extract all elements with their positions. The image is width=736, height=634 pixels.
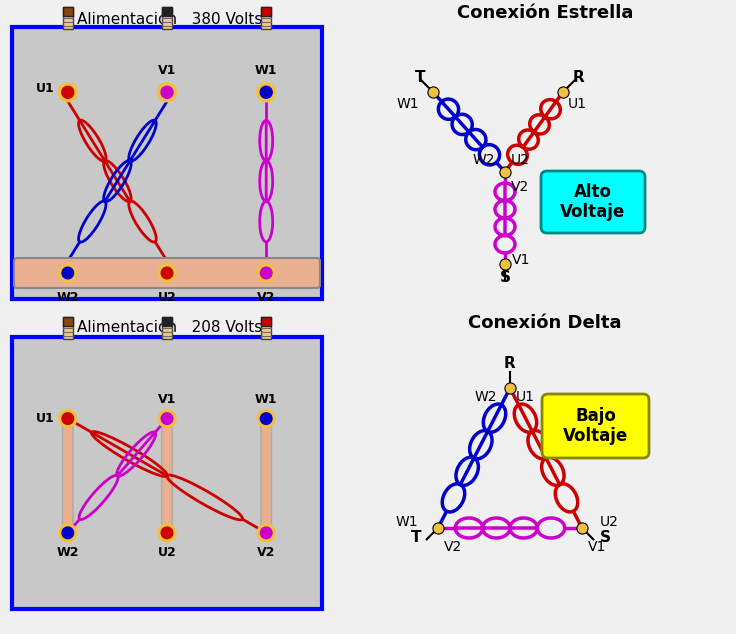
FancyBboxPatch shape — [12, 27, 322, 299]
Text: V2: V2 — [444, 540, 462, 554]
Circle shape — [257, 264, 275, 282]
FancyBboxPatch shape — [63, 317, 73, 339]
FancyBboxPatch shape — [541, 171, 645, 233]
Text: W1: W1 — [397, 97, 419, 111]
Text: S: S — [500, 270, 511, 285]
FancyBboxPatch shape — [63, 7, 73, 29]
FancyBboxPatch shape — [63, 418, 73, 534]
FancyBboxPatch shape — [14, 258, 320, 288]
Text: T: T — [411, 530, 421, 545]
FancyBboxPatch shape — [12, 337, 322, 609]
Circle shape — [158, 410, 176, 427]
Circle shape — [59, 524, 77, 542]
Text: R: R — [504, 356, 516, 371]
Text: U1: U1 — [36, 82, 54, 94]
Text: W2: W2 — [473, 153, 495, 167]
FancyBboxPatch shape — [63, 317, 73, 326]
Text: Alimentación   380 Volts: Alimentación 380 Volts — [77, 12, 263, 27]
Circle shape — [62, 527, 74, 539]
FancyBboxPatch shape — [162, 317, 172, 339]
Circle shape — [161, 267, 173, 279]
Point — [504, 383, 516, 393]
Circle shape — [59, 264, 77, 282]
Point — [557, 87, 569, 97]
Text: W2: W2 — [57, 291, 79, 304]
FancyBboxPatch shape — [261, 7, 271, 16]
Text: Alto
Voltaje: Alto Voltaje — [560, 183, 626, 221]
FancyBboxPatch shape — [542, 394, 649, 458]
Circle shape — [261, 86, 272, 98]
Circle shape — [161, 86, 173, 98]
Text: U2: U2 — [600, 515, 619, 529]
Text: W1: W1 — [255, 392, 277, 406]
Text: W2: W2 — [475, 390, 497, 404]
Point — [432, 523, 444, 533]
Circle shape — [158, 83, 177, 102]
Circle shape — [161, 413, 173, 424]
Point — [427, 87, 439, 97]
Circle shape — [58, 83, 77, 102]
Text: Alimentación   208 Volts: Alimentación 208 Volts — [77, 320, 263, 335]
Circle shape — [59, 410, 77, 427]
Text: U1: U1 — [516, 390, 535, 404]
Circle shape — [62, 413, 74, 424]
Text: V2: V2 — [511, 180, 529, 194]
FancyBboxPatch shape — [162, 7, 172, 16]
Text: V1: V1 — [588, 540, 606, 554]
Circle shape — [62, 267, 74, 279]
Text: W1: W1 — [255, 64, 277, 77]
FancyBboxPatch shape — [162, 317, 172, 326]
Text: U1: U1 — [36, 412, 54, 425]
Text: S: S — [600, 530, 611, 545]
FancyBboxPatch shape — [261, 418, 272, 534]
Text: V1: V1 — [158, 392, 176, 406]
Circle shape — [257, 83, 276, 102]
Point — [576, 523, 588, 533]
Text: Bajo
Voltaje: Bajo Voltaje — [563, 406, 628, 446]
Circle shape — [261, 413, 272, 424]
Text: Conexión Delta: Conexión Delta — [468, 314, 622, 332]
Text: R: R — [573, 70, 585, 85]
Point — [499, 259, 511, 269]
Text: V2: V2 — [257, 546, 275, 559]
Circle shape — [158, 264, 176, 282]
FancyBboxPatch shape — [162, 418, 172, 534]
Circle shape — [161, 527, 173, 539]
Point — [499, 167, 511, 177]
Text: V1: V1 — [512, 253, 531, 267]
Circle shape — [257, 524, 275, 542]
Text: U2: U2 — [511, 153, 530, 167]
Text: W2: W2 — [57, 546, 79, 559]
Circle shape — [158, 524, 176, 542]
FancyBboxPatch shape — [261, 317, 271, 339]
Text: V1: V1 — [158, 64, 176, 77]
Text: T: T — [415, 70, 425, 85]
FancyBboxPatch shape — [261, 317, 271, 326]
Circle shape — [257, 410, 275, 427]
Text: W1: W1 — [395, 515, 418, 529]
FancyBboxPatch shape — [162, 7, 172, 29]
Circle shape — [62, 86, 74, 98]
Text: V2: V2 — [257, 291, 275, 304]
Text: Conexión Estrella: Conexión Estrella — [457, 4, 633, 22]
FancyBboxPatch shape — [261, 7, 271, 29]
Text: U1: U1 — [568, 97, 587, 111]
Text: U2: U2 — [158, 546, 177, 559]
Text: U2: U2 — [158, 291, 177, 304]
Circle shape — [261, 527, 272, 539]
FancyBboxPatch shape — [63, 7, 73, 16]
Circle shape — [261, 267, 272, 279]
